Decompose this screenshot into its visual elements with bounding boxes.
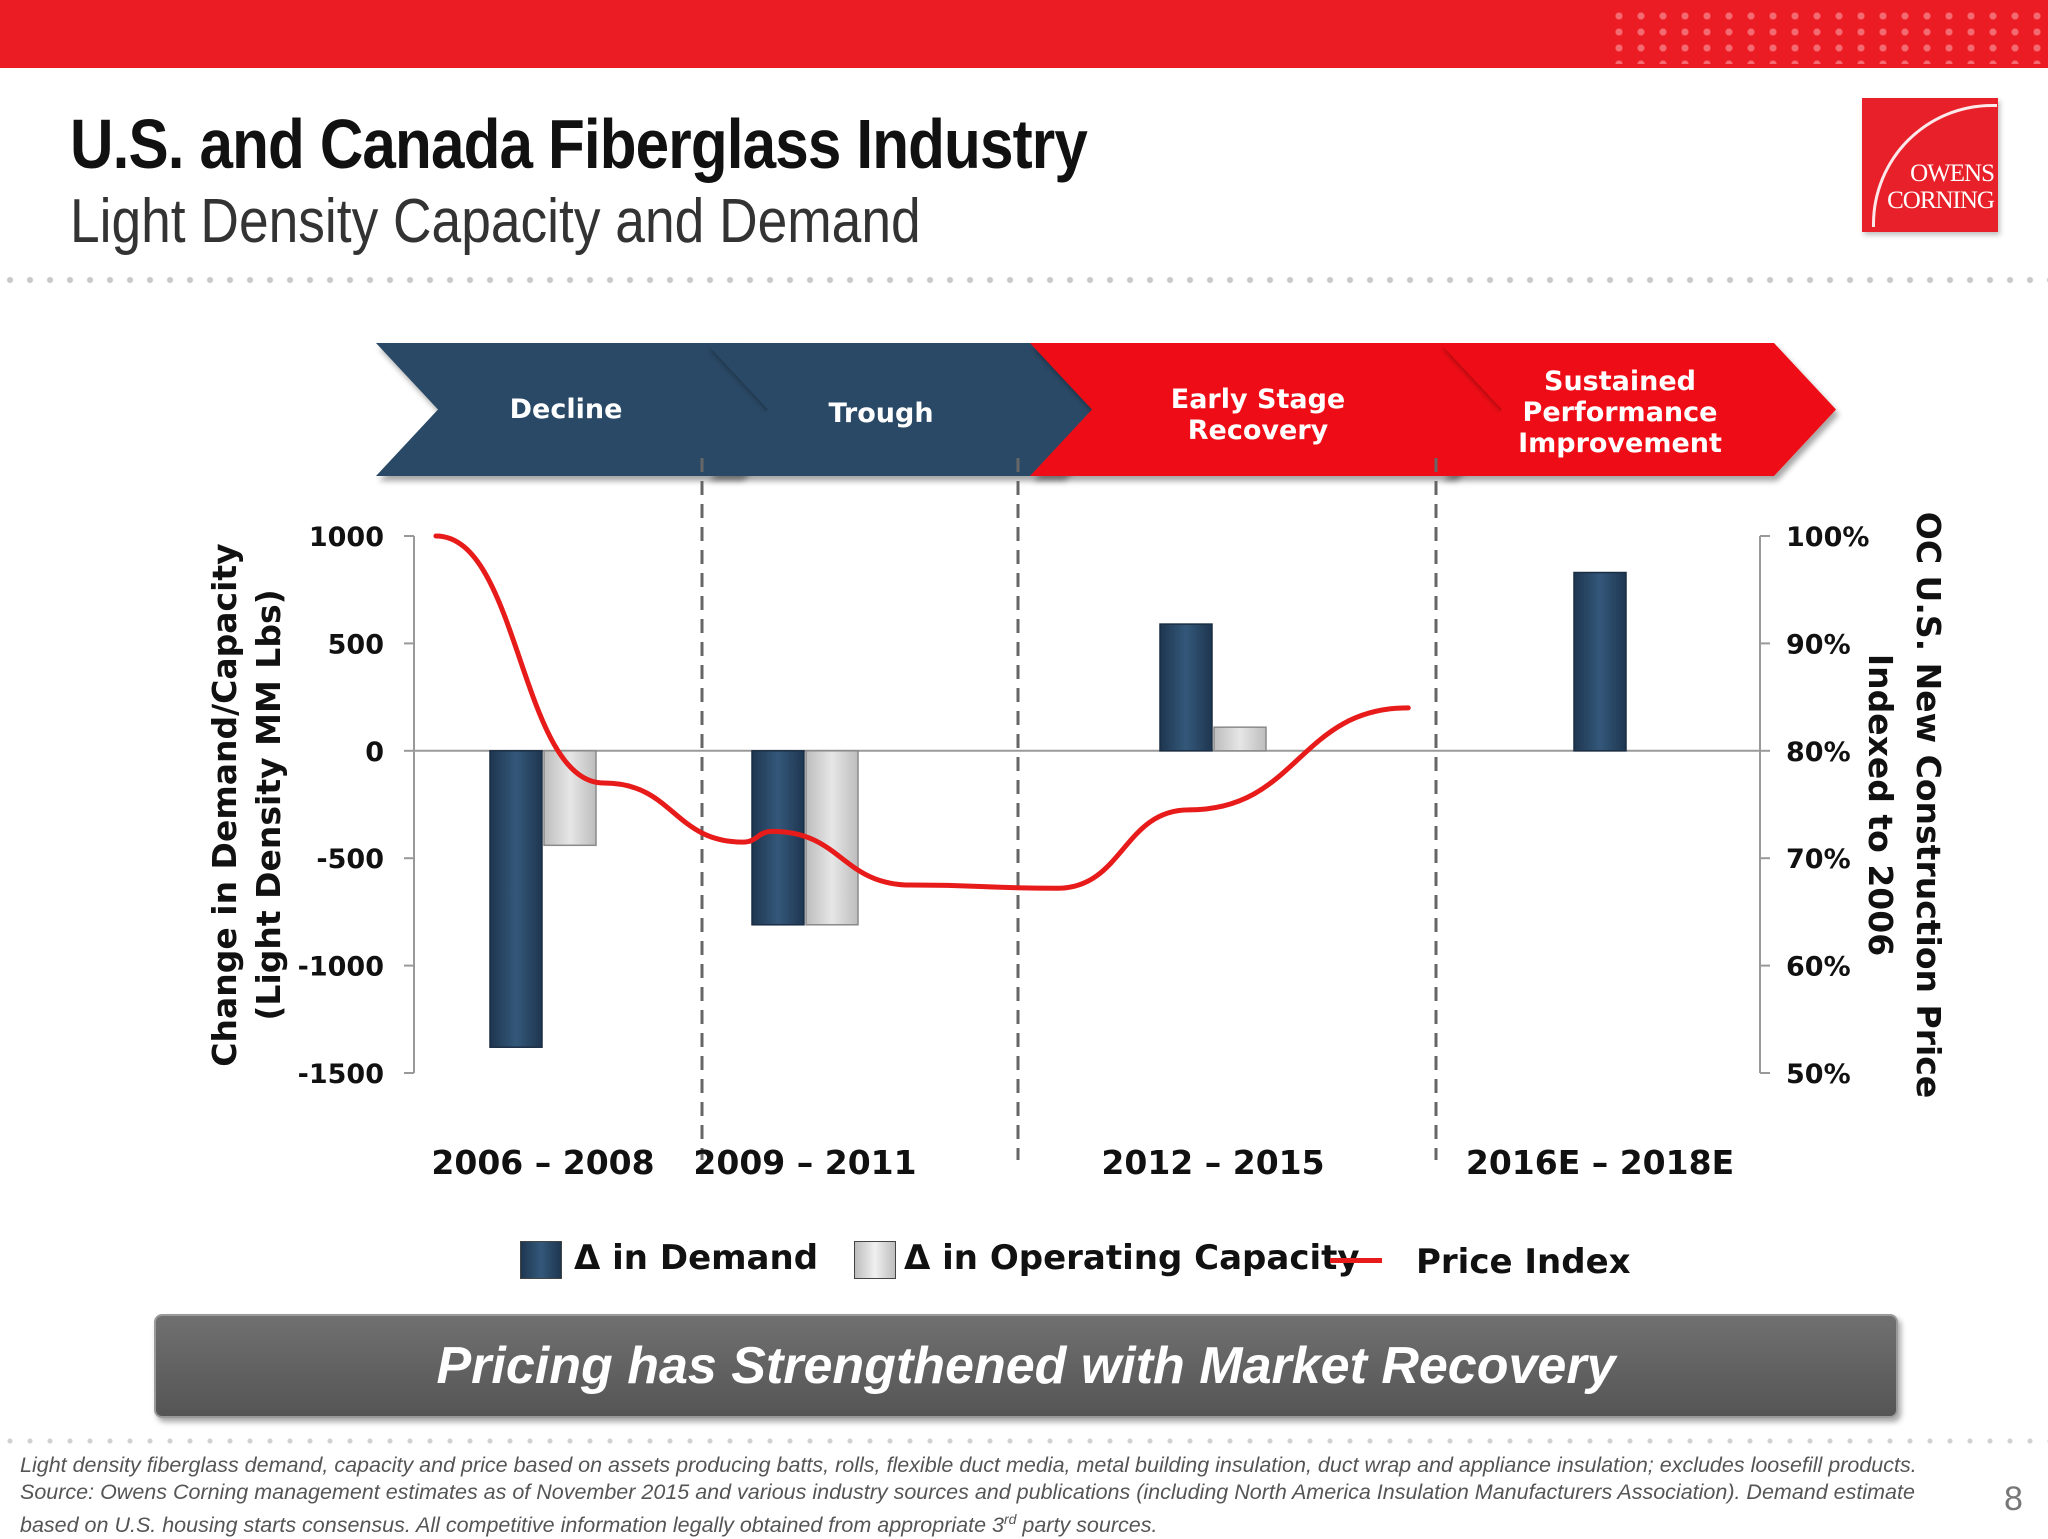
chart-legend: Δ in Demand Δ in Operating Capacity Pric… bbox=[520, 1238, 1620, 1284]
right-tick-label: 90% bbox=[1786, 629, 1851, 660]
legend-swatch-demand bbox=[520, 1241, 562, 1279]
right-tick-label: 70% bbox=[1786, 844, 1851, 875]
demand-bar bbox=[490, 751, 542, 1047]
category-label: 2009 – 2011 bbox=[693, 1143, 916, 1182]
legend-swatch-capacity bbox=[854, 1241, 896, 1279]
right-tick-label: 50% bbox=[1786, 1059, 1851, 1090]
phase-label-1: Decline bbox=[510, 394, 623, 425]
left-tick-label: 500 bbox=[328, 629, 384, 660]
footnote-text-end: party sources. bbox=[1016, 1513, 1157, 1537]
chart-axes bbox=[404, 536, 1770, 1073]
left-axis-title: Change in Demand/Capacity(Light Density … bbox=[205, 543, 288, 1066]
demand-bar bbox=[1574, 573, 1626, 751]
category-label: 2006 – 2008 bbox=[431, 1143, 654, 1182]
category-label: 2016E – 2018E bbox=[1466, 1143, 1734, 1182]
source-footnote: Light density fiberglass demand, capacit… bbox=[20, 1452, 1970, 1539]
footer-divider bbox=[0, 1436, 2048, 1446]
phase-label-2: Trough bbox=[828, 398, 933, 429]
chart-text-labels: 1000 500 0 -500 -1000 -1500 100% 90% 80% 70% 60% 50… bbox=[205, 512, 1948, 1182]
left-tick-label: -1000 bbox=[298, 952, 384, 983]
right-tick-label: 60% bbox=[1786, 952, 1851, 983]
demand-bar bbox=[1160, 624, 1212, 751]
legend-label-capacity: Δ in Operating Capacity bbox=[904, 1238, 1360, 1278]
footnote-text: Light density fiberglass demand, capacit… bbox=[20, 1453, 1917, 1537]
left-tick-label: -500 bbox=[316, 844, 384, 875]
right-tick-label: 100% bbox=[1786, 522, 1869, 553]
legend-swatch-price-index bbox=[1330, 1258, 1382, 1263]
footnote-superscript: rd bbox=[1004, 1511, 1016, 1527]
right-tick-label: 80% bbox=[1786, 737, 1851, 768]
category-label: 2012 – 2015 bbox=[1101, 1143, 1324, 1182]
chart-bars bbox=[490, 573, 1626, 1048]
legend-label-demand: Δ in Demand bbox=[574, 1238, 818, 1278]
page-number: 8 bbox=[2004, 1480, 2023, 1519]
key-message-banner: Pricing has Strengthened with Market Rec… bbox=[154, 1314, 1898, 1418]
legend-label-price-index: Price Index bbox=[1416, 1242, 1631, 1282]
left-tick-label: 0 bbox=[365, 737, 384, 768]
left-tick-label: 1000 bbox=[309, 522, 384, 553]
left-tick-label: -1500 bbox=[298, 1059, 384, 1090]
capacity-bar bbox=[1214, 727, 1266, 751]
right-axis-title: OC U.S. New Construction PriceIndexed to… bbox=[1861, 512, 1948, 1098]
